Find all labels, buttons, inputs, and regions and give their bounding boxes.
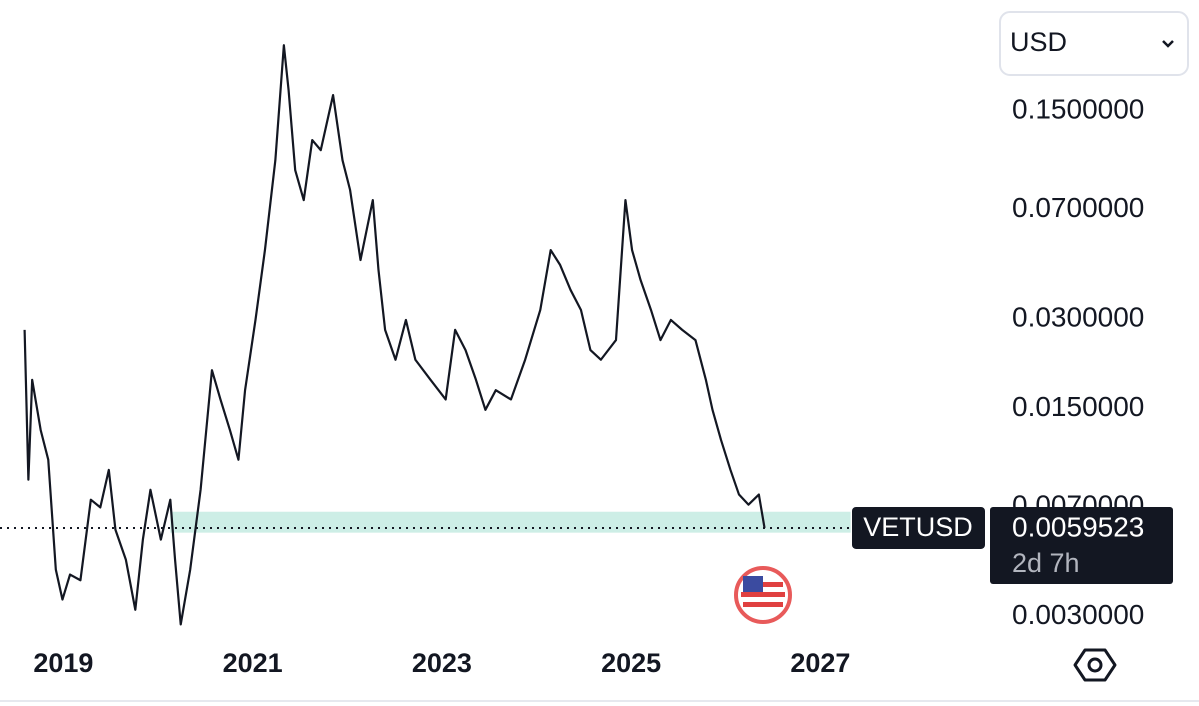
plot-area — [0, 44, 851, 626]
currency-label[interactable]: USD — [1010, 27, 1067, 57]
x-tick-label: 2023 — [412, 648, 472, 678]
price-label: 0.0059523 — [1012, 511, 1144, 542]
symbol-label-box — [852, 506, 985, 549]
symbol-label: VETUSD — [863, 512, 973, 542]
settings-hexagon[interactable] — [1073, 648, 1117, 682]
y-tick-label: 0.0150000 — [1012, 391, 1144, 422]
y-tick-label: 0.0700000 — [1012, 192, 1144, 223]
country-flag — [734, 566, 792, 624]
x-tick-label: 2025 — [601, 648, 661, 678]
x-tick-label: 2019 — [33, 648, 93, 678]
price-label-box — [990, 506, 1173, 584]
settings-button[interactable] — [1073, 648, 1117, 682]
select-box[interactable] — [999, 11, 1189, 76]
chevron[interactable] — [1162, 40, 1174, 48]
settings-center[interactable] — [1087, 657, 1103, 673]
x-tick-label: 2027 — [790, 648, 850, 678]
x-tick-label: 2021 — [223, 648, 283, 678]
y-tick-label: 0.1500000 — [1012, 94, 1144, 125]
flag-stripe — [741, 592, 785, 597]
y-tick-label: 0.0300000 — [1012, 301, 1144, 332]
price-line — [23, 44, 766, 626]
currency-select[interactable]: USD — [999, 11, 1189, 76]
flag-stripe — [743, 602, 783, 607]
countdown-label: 2d 7h — [1012, 548, 1080, 578]
support-zone — [170, 511, 851, 533]
flag-canton — [743, 576, 763, 592]
y-tick-label: 0.0030000 — [1012, 599, 1144, 630]
